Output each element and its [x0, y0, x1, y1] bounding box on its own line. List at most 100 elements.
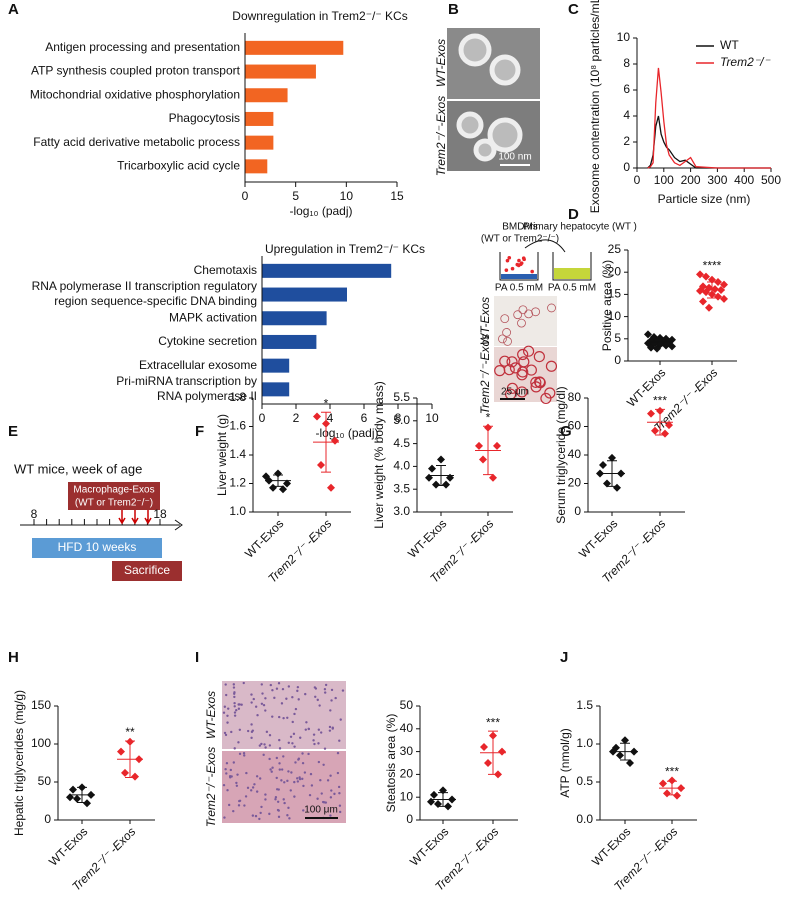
- x-tick-label: 8: [395, 411, 402, 425]
- y-tick-label: 4.5: [393, 436, 410, 450]
- y-tick-label: 0: [406, 812, 413, 826]
- diet-text: HFD 10 weeks: [58, 540, 137, 554]
- nucleus: [258, 777, 262, 780]
- data-point: [613, 483, 621, 492]
- nucleus: [290, 771, 293, 774]
- bmdm-layer: [501, 274, 537, 279]
- data-point: [425, 473, 433, 482]
- data-point: [720, 280, 728, 289]
- data-point: [428, 464, 436, 473]
- x-tick-label: 6: [361, 411, 368, 425]
- panel-label: I: [195, 649, 199, 666]
- cell: [533, 350, 545, 363]
- error-bar: [483, 425, 493, 476]
- data-point: [489, 473, 497, 482]
- schematic-label: BMDMs: [502, 222, 538, 233]
- x-tick-label: 100: [654, 173, 674, 187]
- nucleus: [317, 760, 321, 764]
- nucleus: [254, 814, 258, 818]
- nucleus: [288, 817, 291, 820]
- nucleus: [302, 784, 305, 788]
- data-point: [117, 747, 125, 756]
- nucleus: [263, 743, 266, 746]
- nucleus: [297, 758, 300, 761]
- timeline-arrow: [174, 519, 183, 531]
- y-tick-label: 1.4: [229, 447, 246, 461]
- nucleus: [268, 812, 271, 816]
- error-bar: [438, 792, 448, 807]
- data-point: [66, 793, 74, 802]
- nucleus: [316, 797, 319, 800]
- he-texture: [222, 681, 345, 821]
- nucleus: [314, 695, 317, 698]
- nucleus: [274, 798, 277, 801]
- x-axis-label: -log₁₀ (padj): [289, 204, 352, 218]
- y-tick-label: 0: [574, 504, 581, 518]
- category-label: Mitochondrial oxidative phosphorylation: [30, 87, 240, 101]
- data-point: [668, 776, 676, 785]
- data-point: [283, 479, 291, 488]
- nucleus: [277, 682, 281, 685]
- y-tick-label: 1.6: [229, 419, 246, 433]
- y-tick-label: 20: [568, 476, 582, 490]
- nucleus: [307, 752, 310, 756]
- nucleus: [328, 729, 332, 732]
- exosome-dots: [504, 255, 534, 274]
- nucleus: [243, 804, 246, 807]
- injection-arrow: [144, 510, 152, 525]
- nucleus: [341, 689, 345, 692]
- category-label: Chemotaxis: [194, 263, 257, 277]
- nucleus: [232, 683, 236, 686]
- data-point: [653, 344, 661, 353]
- nucleus: [278, 747, 282, 750]
- nucleus: [223, 816, 226, 819]
- cell: [525, 364, 537, 376]
- timeline-title: WT mice, week of age: [14, 461, 142, 476]
- category-label: RNA polymerase II transcription regulato…: [32, 279, 257, 308]
- cell: [513, 310, 523, 320]
- timeline-end: 18: [153, 507, 167, 521]
- nucleus: [296, 685, 300, 689]
- nucleus: [323, 688, 327, 691]
- panel-label: B: [448, 1, 459, 18]
- nucleus: [244, 795, 248, 798]
- x-tick-label: 15: [390, 189, 404, 203]
- exosome: [522, 257, 526, 262]
- nucleus: [305, 721, 308, 724]
- exosome: [519, 262, 523, 267]
- data-point: [663, 789, 671, 798]
- nucleus: [233, 747, 236, 750]
- error-bar: [655, 408, 665, 436]
- y-tick-label: 50: [400, 698, 414, 712]
- nucleus: [268, 733, 272, 737]
- schematic-label: (WT or Trem2⁻/⁻): [481, 234, 559, 245]
- chart-title: Downregulation in Trem2⁻/⁻ KCs: [232, 9, 407, 23]
- nucleus: [259, 811, 262, 815]
- data-point: [269, 483, 277, 492]
- nucleus: [233, 711, 237, 714]
- nucleus: [317, 728, 321, 731]
- y-tick-label: 1.8: [229, 390, 246, 404]
- nucleus: [260, 805, 263, 809]
- nucleus: [275, 776, 278, 780]
- y-tick-label: 20: [608, 264, 622, 278]
- nucleus: [338, 810, 342, 814]
- bar: [262, 334, 317, 349]
- nucleus: [271, 715, 274, 718]
- nucleus: [287, 741, 290, 745]
- nucleus: [286, 716, 289, 719]
- image-label: WT-Exos: [478, 297, 492, 345]
- nucleus: [280, 779, 283, 782]
- data-point: [432, 480, 440, 489]
- exosome: [504, 268, 509, 272]
- nucleus: [235, 781, 238, 785]
- nucleus: [314, 687, 318, 690]
- panel-label: C: [568, 1, 579, 18]
- nucleus: [261, 692, 264, 695]
- vesicle: [458, 33, 492, 67]
- y-tick-label: 1.0: [229, 504, 246, 518]
- data-point: [427, 797, 435, 806]
- well: [499, 252, 539, 281]
- exosome: [515, 262, 520, 267]
- bar: [262, 311, 327, 326]
